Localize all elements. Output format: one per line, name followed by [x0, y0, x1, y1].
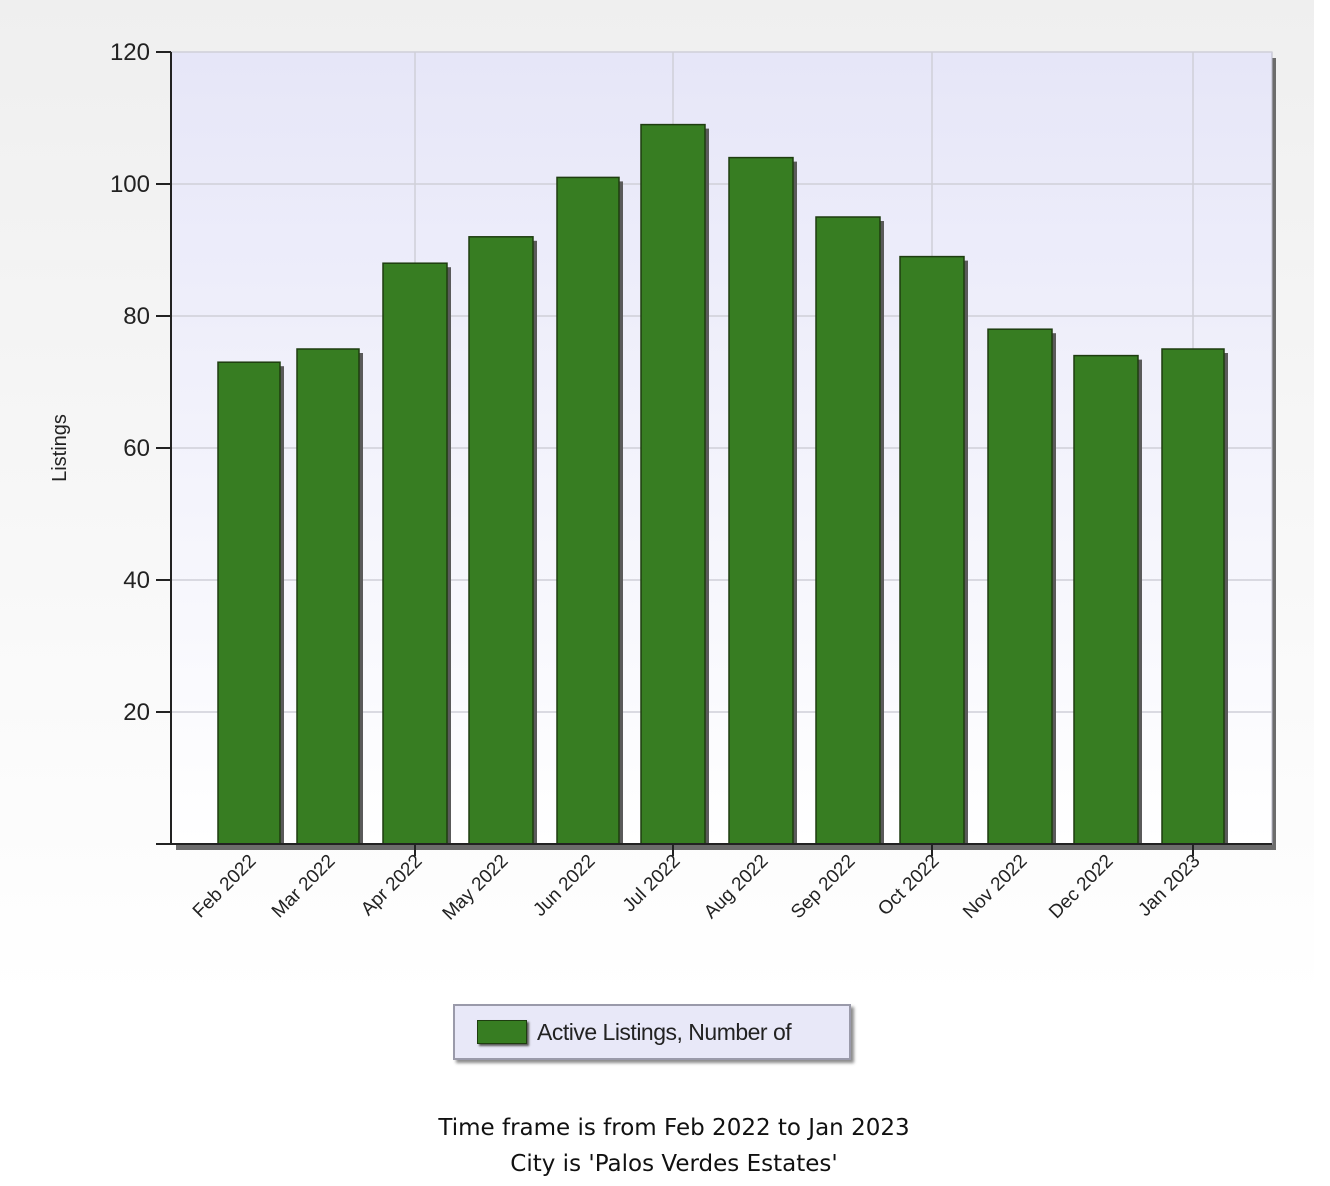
- bar: [987, 328, 1053, 845]
- x-tick-label: Jul 2022: [619, 851, 685, 917]
- x-tick-label: May 2022: [439, 851, 513, 925]
- bar: [296, 348, 360, 845]
- footer-notes: Time frame is from Feb 2022 to Jan 2023 …: [0, 1110, 1330, 1182]
- bar: [640, 123, 706, 845]
- x-tick-label: Jan 2023: [1134, 851, 1204, 921]
- legend-swatch: [477, 1020, 527, 1044]
- bar: [1073, 354, 1139, 845]
- x-tick-label: Jun 2022: [529, 851, 599, 921]
- x-tick-label: Oct 2022: [874, 851, 943, 920]
- y-tick-label: 60: [123, 435, 150, 462]
- bar: [217, 361, 281, 845]
- x-tick-label: Sep 2022: [787, 851, 859, 923]
- bar: [728, 156, 794, 845]
- bar: [556, 176, 620, 845]
- legend: Active Listings, Number of: [453, 1004, 851, 1060]
- bar: [1161, 348, 1225, 845]
- x-tick-label: Dec 2022: [1045, 851, 1117, 923]
- bars: [217, 123, 1228, 845]
- bar: [899, 255, 965, 845]
- y-tick-label: 20: [123, 699, 150, 726]
- x-tick-label: Mar 2022: [268, 851, 340, 923]
- y-tick-label: 80: [123, 303, 150, 330]
- x-tick-label: Aug 2022: [700, 851, 772, 923]
- city-filter-text: City is 'Palos Verdes Estates': [510, 1151, 838, 1177]
- chart-panel: 20 40 60 80 100 120 Feb 2022 Mar 2022 Apr 2022 Ma…: [0, 0, 1314, 1000]
- legend-label: Active Listings, Number of: [537, 1018, 792, 1045]
- y-tick-label: 40: [123, 567, 150, 594]
- bar: [815, 216, 881, 845]
- bar-chart: 20 40 60 80 100 120 Feb 2022 Mar 2022 Apr 2022 Ma…: [49, 39, 1276, 925]
- bar: [468, 236, 534, 845]
- y-axis-title: Listings: [49, 414, 71, 482]
- bar: [382, 262, 448, 845]
- x-tick-label: Nov 2022: [959, 851, 1031, 923]
- timeframe-text: Time frame is from Feb 2022 to Jan 2023: [438, 1115, 910, 1141]
- y-tick-label: 100: [110, 171, 150, 198]
- x-tick-label: Apr 2022: [357, 851, 426, 920]
- x-tick-label: Feb 2022: [189, 851, 261, 923]
- y-tick-label: 120: [110, 39, 150, 66]
